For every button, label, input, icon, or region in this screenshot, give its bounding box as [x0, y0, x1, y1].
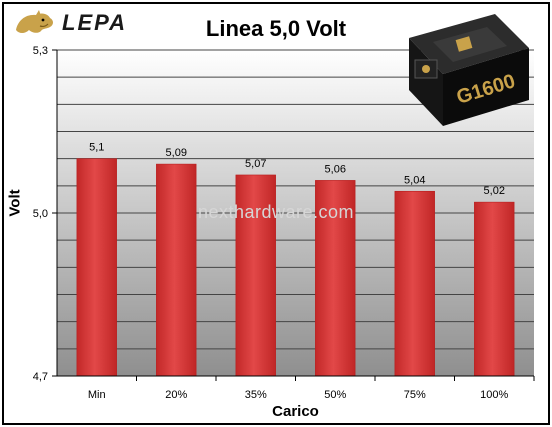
bar-20pct [156, 163, 197, 377]
x-axis-title: Carico [272, 403, 319, 420]
axes [52, 49, 535, 381]
bar-value-label: 5,06 [325, 163, 346, 175]
x-tick-label: 100% [480, 389, 508, 401]
psu-product-image: G1600 [403, 8, 533, 133]
bar-min [76, 158, 117, 377]
bars [76, 158, 515, 377]
y-axis-title: Volt [6, 189, 24, 217]
leopard-icon: LEPA [16, 10, 127, 35]
y-tick-label: 4,7 [33, 371, 48, 383]
x-tick-label: Min [88, 389, 106, 401]
y-tick-label: 5,0 [33, 208, 48, 220]
labels: 4,7 5,0 5,3 5,1 Min 5,09 20% 5,07 35% 5,06 50% 5,04… [33, 45, 509, 401]
bar-value-label: 5,02 [484, 185, 505, 197]
x-tick-label: 50% [324, 389, 346, 401]
bar-35pct [235, 174, 276, 377]
watermark: nexthardware.com [197, 202, 355, 222]
bar-value-label: 5,1 [89, 142, 104, 154]
bar-value-label: 5,04 [404, 174, 425, 186]
x-tick-label: 20% [165, 389, 187, 401]
y-tick-label: 5,3 [33, 45, 48, 57]
x-tick-label: 75% [404, 389, 426, 401]
logo-wordmark: LEPA [62, 10, 127, 35]
bar-value-label: 5,07 [245, 158, 266, 170]
chart-title: Linea 5,0 Volt [205, 16, 347, 41]
x-tick-label: 35% [245, 389, 267, 401]
lepa-logo: LEPA [10, 8, 158, 43]
bar-value-label: 5,09 [166, 147, 187, 159]
bar-75pct [394, 190, 435, 377]
bar-100pct [474, 201, 515, 377]
